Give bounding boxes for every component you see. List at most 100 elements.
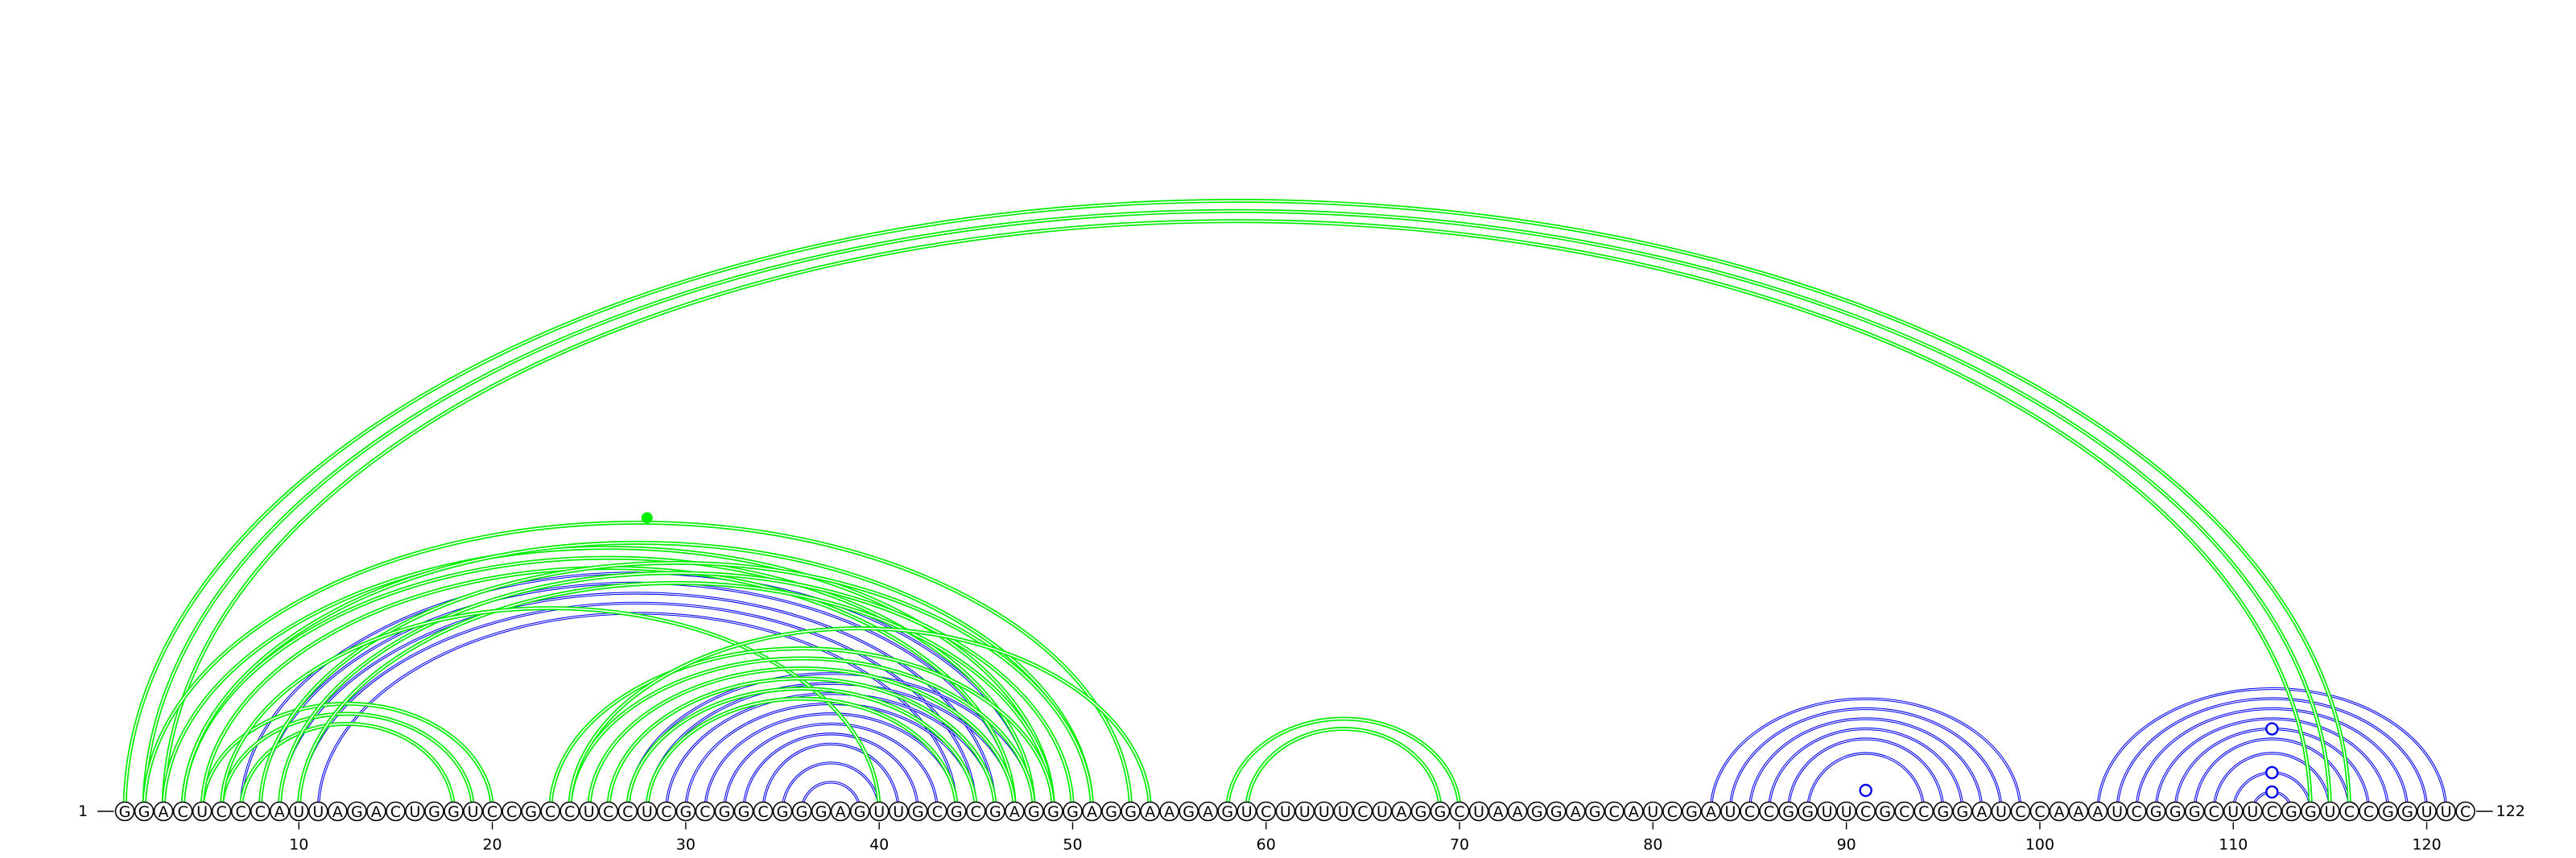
nucleotide-letter: G: [2382, 803, 2394, 821]
nucleotide-letter: A: [836, 803, 846, 821]
nucleotide: G: [907, 801, 928, 822]
nucleotide: C: [927, 801, 947, 822]
lower-base-pair-arc: [1786, 737, 1945, 812]
nucleotide-letter: G: [2285, 803, 2297, 821]
nucleotide-letter: A: [1976, 803, 1987, 821]
nucleotide: C: [559, 801, 580, 822]
nucleotide: U: [1643, 801, 1663, 822]
nucleotide-letter: U: [2324, 803, 2335, 821]
open-marker-dot: [2265, 765, 2279, 780]
nucleotide-circle: [1991, 801, 2012, 822]
nucleotide-circle: [946, 801, 967, 822]
nucleotide-circle: [2359, 801, 2379, 822]
nucleotide: G: [424, 801, 444, 822]
nucleotide: G: [1952, 801, 1973, 822]
nucleotide-circle: [2378, 801, 2398, 822]
nucleotide-circle: [1817, 801, 1837, 822]
tick-label: 70: [1450, 836, 1469, 854]
nucleotide-letter: G: [2189, 803, 2201, 821]
nucleotide-letter: C: [622, 803, 633, 821]
nucleotide-circle: [211, 801, 232, 822]
upper-base-pair-arc-core: [568, 627, 1151, 812]
nucleotide: A: [830, 801, 851, 822]
nucleotide: C: [1352, 801, 1373, 822]
upper-base-pair-arc-core: [163, 221, 2310, 811]
nucleotide-circle: [1759, 801, 1779, 822]
nucleotide-circle: [521, 801, 541, 822]
nucleotide: U: [2223, 801, 2244, 822]
nucleotide-letter: U: [584, 803, 595, 821]
nucleotide: C: [1604, 801, 1624, 822]
nucleotide: C: [753, 801, 774, 822]
nucleotide: C: [1913, 801, 1934, 822]
upper-base-pair-arc-core: [201, 703, 493, 812]
nucleotide-circle: [1584, 801, 1605, 822]
nucleotide-circle: [1526, 801, 1547, 822]
nucleotide-circle: [288, 801, 309, 822]
nucleotide-circle: [985, 801, 1005, 822]
nucleotide-circle: [1024, 801, 1044, 822]
nucleotide-circle: [1063, 801, 1083, 822]
nucleotide-letter: C: [545, 803, 555, 821]
nucleotide: G: [1410, 801, 1431, 822]
nucleotide: A: [2068, 801, 2089, 822]
nucleotide: U: [1836, 801, 1856, 822]
nucleotide: C: [966, 801, 986, 822]
upper-base-pair-arc-core: [607, 678, 997, 812]
nucleotide: A: [1159, 801, 1179, 822]
nucleotide-letter: G: [1125, 803, 1137, 821]
nucleotide-circle: [1430, 801, 1451, 822]
markers-layer: [641, 512, 2279, 799]
nucleotide-letter: U: [409, 803, 420, 821]
nucleotide-letter: G: [138, 803, 151, 821]
nucleotide: G: [521, 801, 541, 822]
nucleotide-letter: G: [1105, 803, 1117, 821]
nucleotide-circle: [2029, 801, 2050, 822]
nucleotide-letter: U: [1841, 803, 1852, 821]
nucleotide: C: [1894, 801, 1915, 822]
nucleotide-letter: G: [1435, 803, 1447, 821]
nucleotide-letter: U: [2112, 803, 2123, 821]
nucleotide-circle: [250, 801, 270, 822]
nucleotide-letter: G: [1221, 803, 1233, 821]
upper-base-pair-arc-core: [182, 557, 1035, 812]
nucleotide: C: [617, 801, 638, 822]
nucleotide-letter: A: [332, 803, 343, 821]
nucleotide-circle: [1507, 801, 1528, 822]
nucleotide-letter: G: [738, 803, 750, 821]
nucleotide-letter: U: [1473, 803, 1484, 821]
nucleotide-circle: [1352, 801, 1373, 822]
nucleotide-circle: [849, 801, 870, 822]
upper-base-pair-arc-core: [279, 572, 1074, 812]
nucleotide-letter: G: [912, 803, 924, 821]
nucleotide-circle: [2087, 801, 2108, 822]
nucleotide-letter: G: [1802, 803, 1814, 821]
nucleotide: G: [1875, 801, 1896, 822]
nucleotide: U: [2417, 801, 2437, 822]
nucleotide-letter: A: [159, 803, 169, 821]
nucleotide-letter: A: [1493, 803, 1504, 821]
upper-base-pair-arc-core: [143, 522, 1132, 812]
nucleotide: C: [1662, 801, 1682, 822]
nucleotide-circle: [1836, 801, 1856, 822]
nucleotide: U: [463, 801, 483, 822]
nucleotide: A: [1507, 801, 1528, 822]
nucleotide-letter: G: [448, 803, 460, 821]
upper-base-pair-arc-core: [240, 723, 455, 812]
nucleotide-letter: A: [1145, 803, 1155, 821]
upper-base-pair-arc: [200, 701, 495, 812]
nucleotide: G: [946, 801, 967, 822]
tick-label: 30: [676, 836, 696, 854]
nucleotide: U: [869, 801, 890, 822]
nucleotide: C: [172, 801, 193, 822]
tick-label: 60: [1257, 836, 1276, 854]
nucleotide-letter: A: [2074, 803, 2084, 821]
nucleotide-letter: C: [390, 803, 401, 821]
nucleotide-circle: [869, 801, 890, 822]
nucleotide-letter: U: [1647, 803, 1658, 821]
nucleotide: G: [1101, 801, 1121, 822]
nucleotide-letter: A: [275, 803, 285, 821]
nucleotide: U: [1817, 801, 1837, 822]
nucleotide: A: [1565, 801, 1586, 822]
